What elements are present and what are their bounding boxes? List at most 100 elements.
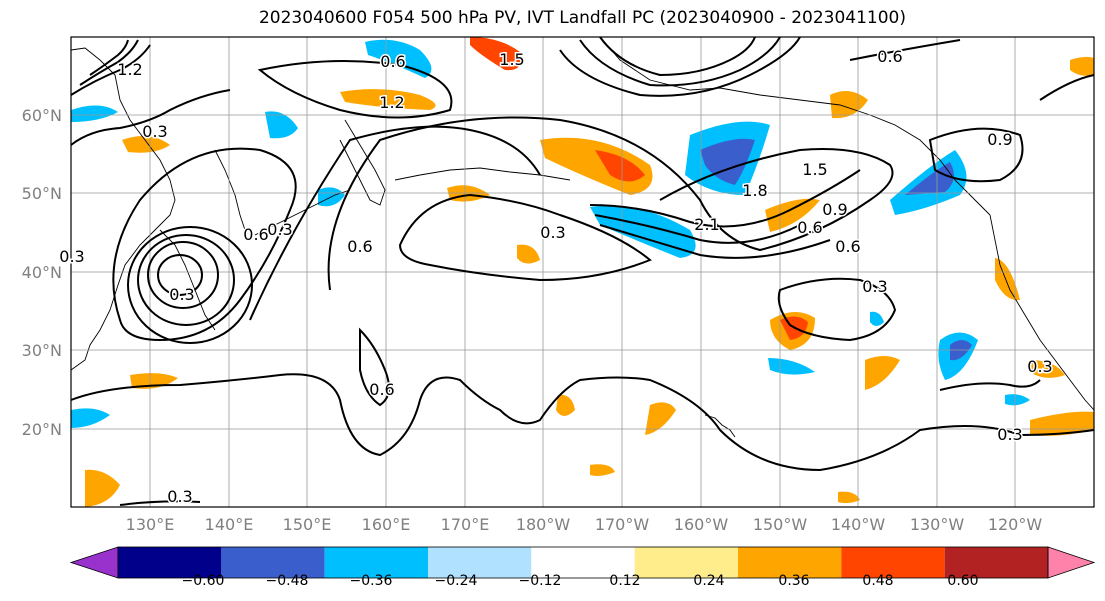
colorbar-cell [634, 547, 738, 578]
lon-label: 120°W [988, 515, 1043, 534]
colorbar-cell [221, 547, 325, 578]
kuril-islands [254, 189, 351, 236]
positive-anomaly-shading [130, 373, 178, 389]
positive-anomaly-shading [1030, 411, 1094, 436]
colorbar-cell [841, 547, 945, 578]
pv-contour [70, 373, 1095, 472]
pv-contour [939, 379, 1041, 391]
pv-contour [599, 224, 831, 259]
lon-label: 140°W [831, 515, 886, 534]
colorbar-tick-label: −0.24 [435, 573, 478, 589]
lon-label: 130°W [910, 515, 965, 534]
colorbar-frame [117, 546, 1049, 579]
positive-anomaly-shading [340, 89, 436, 110]
contour-label: 0.6 [380, 52, 405, 71]
contour-label: 0.3 [59, 247, 84, 266]
pv-contour [257, 60, 453, 119]
contour-label: 1.5 [499, 50, 524, 69]
contour-label: 0.6 [797, 218, 822, 237]
kamchatka-coastline [339, 119, 386, 206]
pv-contour [79, 39, 139, 86]
pv-contour [359, 327, 390, 407]
colorbar-tick-label: −0.48 [266, 573, 309, 589]
contour-label: 0.9 [987, 130, 1012, 149]
contour-label: 0.3 [862, 277, 887, 296]
contour-label: 0.6 [877, 47, 902, 66]
positive-anomaly-shading [765, 198, 820, 232]
colorbar-tick-label: 0.48 [862, 573, 893, 589]
pv-contour [137, 234, 235, 326]
positive-anomaly-shading [865, 356, 900, 390]
alaska-coastline [599, 36, 991, 216]
contour-label: 1.2 [117, 60, 142, 79]
positive-anomaly-shading [1030, 360, 1065, 378]
colorbar-cells [69, 546, 1096, 579]
pv-contours [70, 36, 1095, 506]
lon-label: 150°E [283, 515, 332, 534]
colorbar-extend-max [1047, 546, 1096, 579]
negative-anomaly-shading [71, 408, 110, 428]
colorbar-cell [118, 547, 222, 578]
contour-label: 1.5 [802, 160, 827, 179]
positive-anomaly-shading [645, 402, 676, 435]
contour-label: 0.3 [142, 122, 167, 141]
colorbar-tick-label: 0.36 [778, 573, 809, 589]
contour-label: 0.3 [267, 220, 292, 239]
longitude-labels: 130°E 140°E 150°E 160°E 170°E 180°W 170°… [126, 515, 1043, 534]
pv-contour [157, 254, 203, 296]
positive-anomaly-shading [122, 136, 170, 153]
positive-anomaly-shading [517, 244, 540, 264]
lat-label: 60°N [22, 106, 62, 125]
lon-label: 140°E [205, 515, 254, 534]
pv-contour [119, 500, 201, 506]
pv-contour [398, 193, 652, 282]
pv-contour [589, 169, 861, 228]
pv-contour [147, 241, 219, 309]
colorbar-tick-label: −0.36 [350, 573, 393, 589]
pv-contour [1039, 74, 1095, 101]
colorbar-ticks: −0.60 −0.48 −0.36 −0.24 −0.12 0.12 0.24 … [182, 573, 979, 589]
pv-contour [127, 226, 253, 344]
contour-label: 0.3 [997, 425, 1022, 444]
negative-anomaly-shading [1005, 394, 1030, 406]
positive-anomaly-shading [556, 394, 575, 416]
graticule [71, 37, 1094, 507]
pv-contour [249, 125, 541, 321]
lon-label: 170°E [441, 515, 490, 534]
contour-label: 0.3 [540, 223, 565, 242]
lat-label: 30°N [22, 341, 62, 360]
sakhalin-coastline [214, 149, 246, 231]
contour-label: 0.3 [167, 487, 192, 506]
pv-contour [599, 36, 756, 77]
colorbar-cell [531, 547, 635, 578]
positive-anomaly-shading [470, 37, 521, 71]
contour-label: 1.8 [742, 181, 767, 200]
colorbar-cell [944, 547, 1048, 578]
negative-anomaly-shading [870, 311, 884, 326]
lon-label: 170°W [595, 515, 650, 534]
negative-anomaly-shading [905, 162, 954, 195]
colorbar: −0.60 −0.48 −0.36 −0.24 −0.12 0.12 0.24 … [69, 546, 1096, 589]
pv-contour [594, 214, 801, 244]
lon-label: 160°E [362, 515, 411, 534]
north-america-west-coast [989, 214, 1095, 411]
pv-contour [327, 116, 894, 291]
colorbar-tick-label: 0.24 [693, 573, 724, 589]
colorbar-cell [428, 547, 532, 578]
lon-label: 160°W [674, 515, 729, 534]
pv-contour [559, 36, 801, 97]
colorbar-cell [738, 547, 842, 578]
hawaii-islands [704, 414, 736, 438]
pv-contour [70, 89, 231, 146]
map-panel [70, 36, 1095, 508]
negative-anomaly-shading [71, 105, 118, 122]
contour-label: 0.6 [369, 380, 394, 399]
contour-label: 0.3 [169, 285, 194, 304]
pv-contour [849, 39, 961, 61]
contour-label: 0.6 [347, 237, 372, 256]
map-title: 2023040600 F054 500 hPa PV, IVT Landfall… [258, 8, 906, 28]
lat-label: 40°N [22, 263, 62, 282]
contour-label: 1.2 [379, 93, 404, 112]
lon-label: 130°E [126, 515, 175, 534]
